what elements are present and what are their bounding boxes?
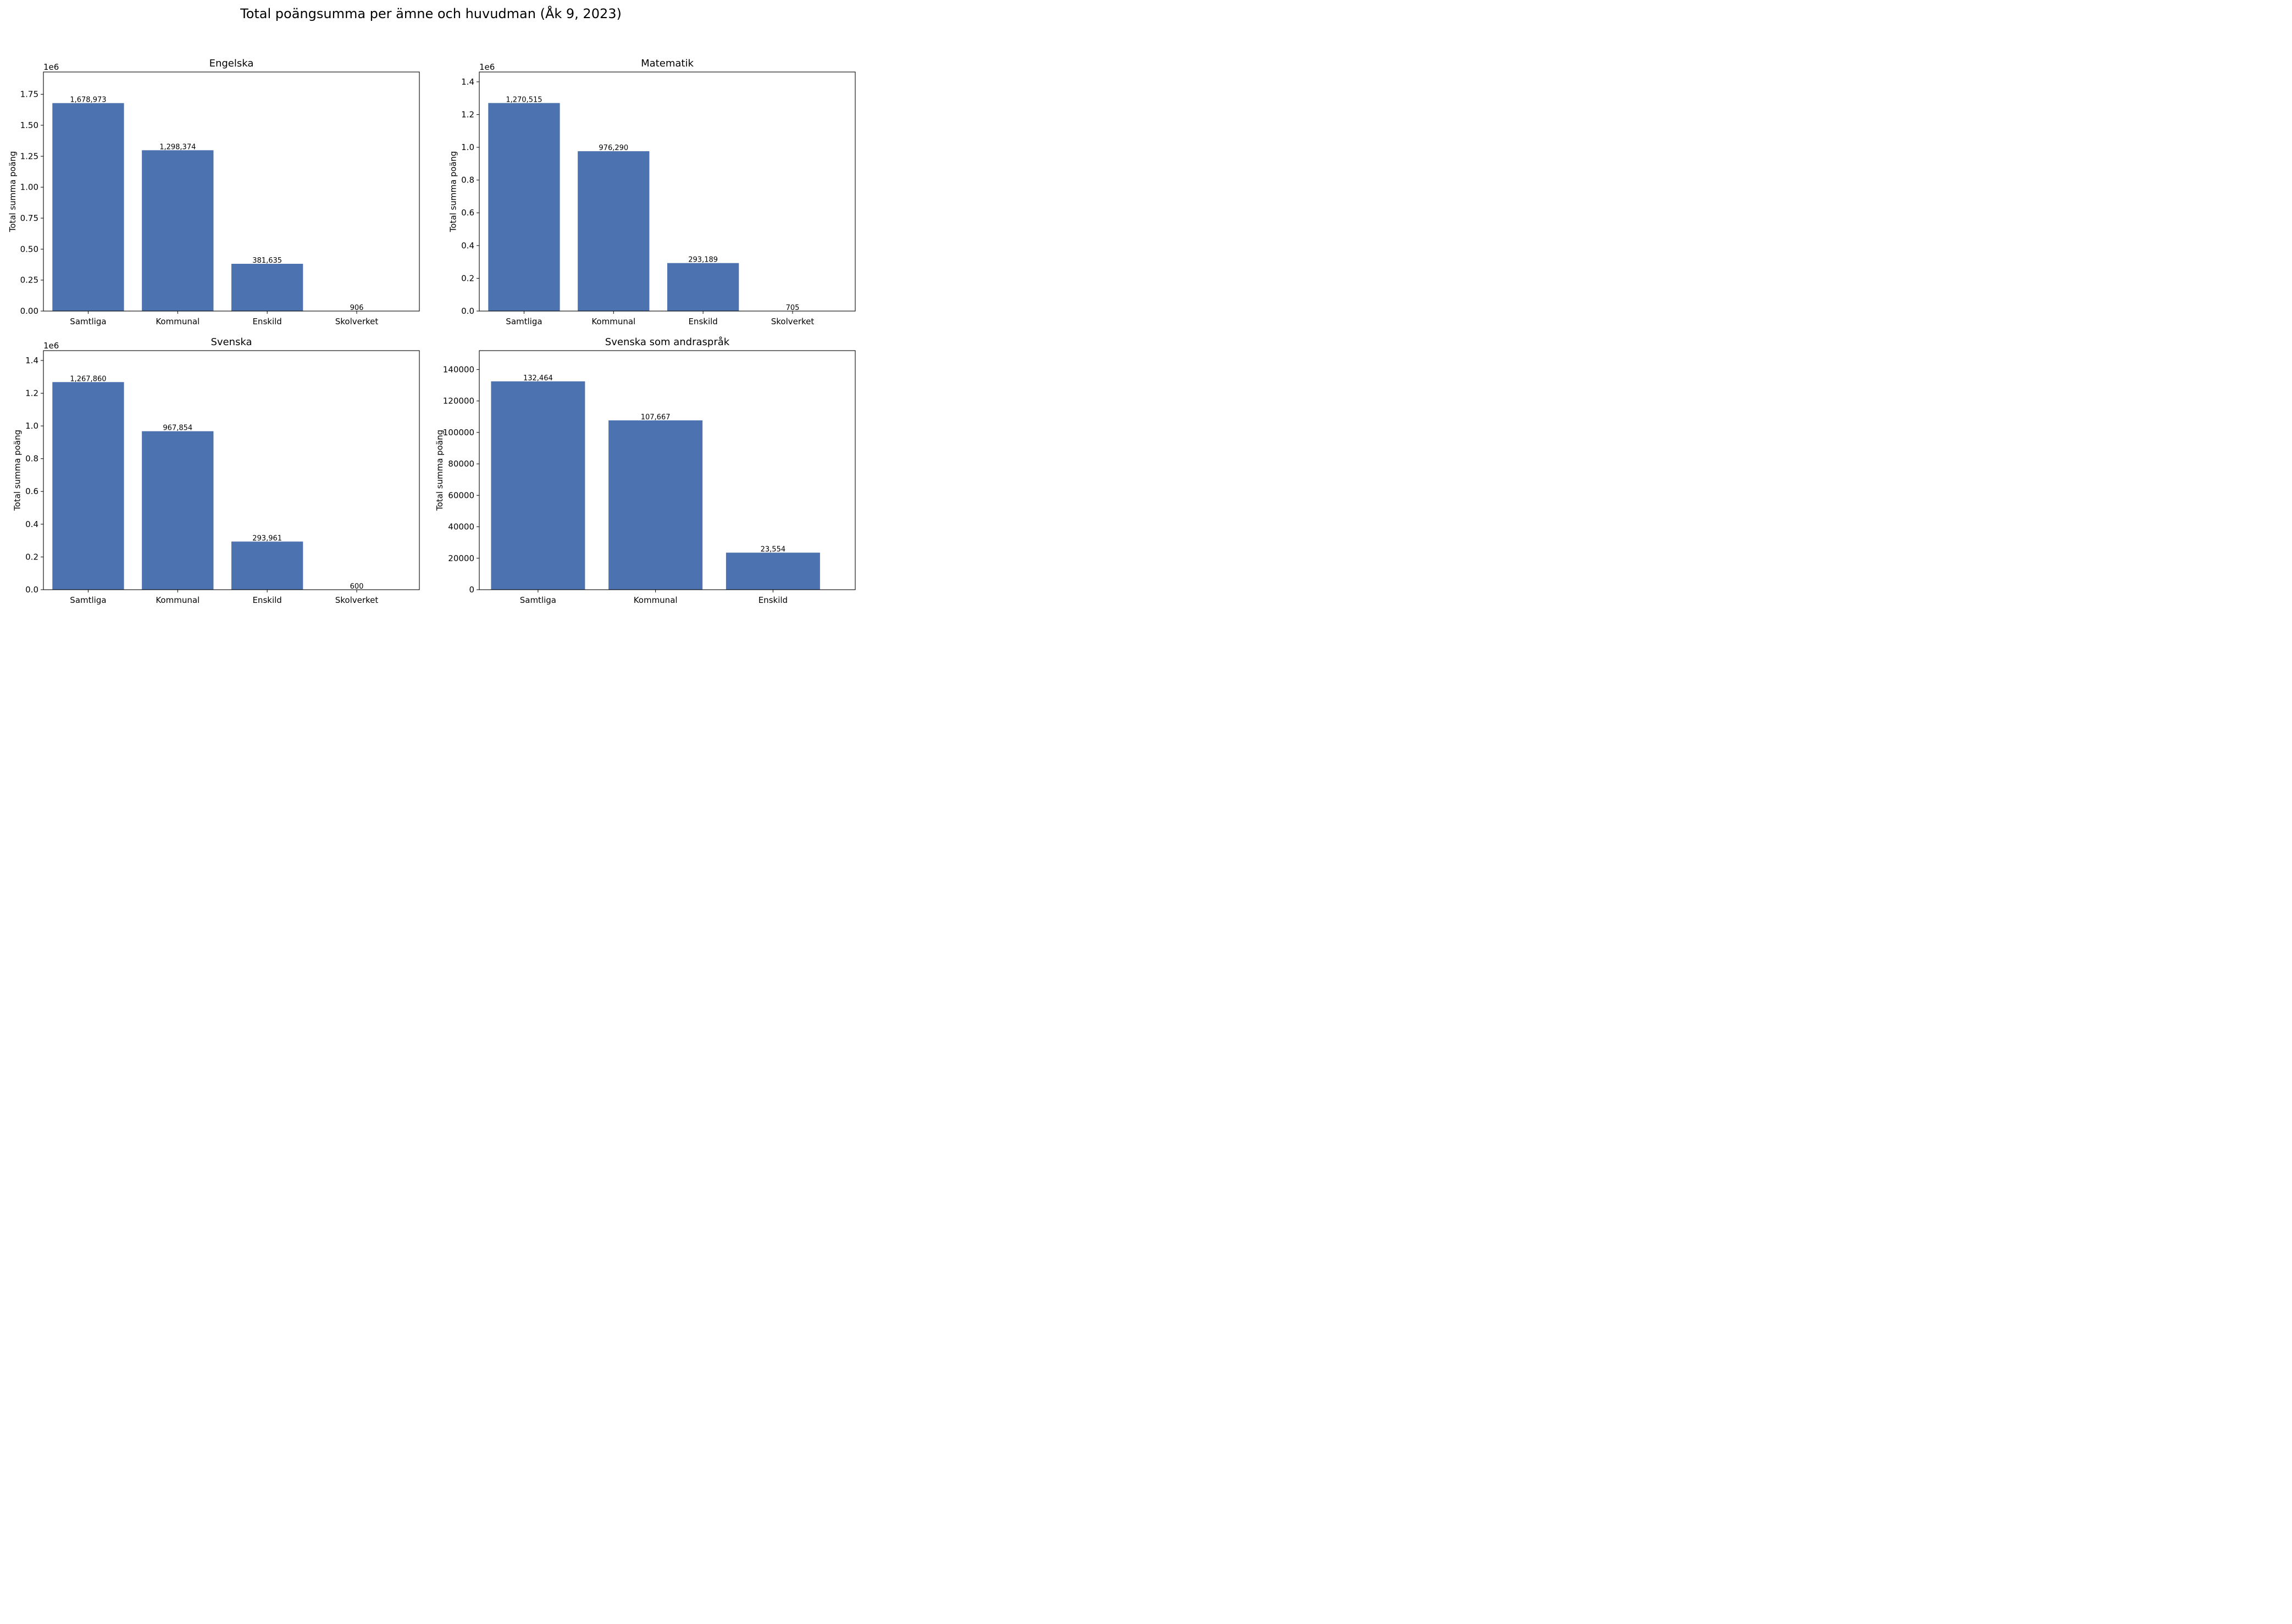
bar-value-label: 967,854	[163, 424, 192, 433]
axes-frame	[479, 350, 856, 590]
bar-kommunal	[578, 151, 650, 311]
y-tick-label: 1.4	[461, 77, 474, 87]
bar-samtliga	[491, 381, 585, 590]
x-tick-label: Samtliga	[70, 317, 106, 326]
y-axis-label: Total summa poäng	[12, 430, 22, 511]
bar-value-label: 1,267,860	[70, 375, 106, 383]
y-tick-label: 1.0	[25, 421, 38, 431]
y-tick-label: 40000	[448, 522, 474, 532]
bar-value-label: 906	[350, 304, 364, 312]
x-tick-label: Enskild	[252, 595, 281, 605]
y-tick-label: 0.0	[25, 585, 38, 595]
y-tick-label: 1.25	[20, 151, 38, 161]
y-tick-label: 1.4	[25, 356, 38, 365]
y-tick-label: 0.75	[20, 213, 38, 223]
x-tick-label: Samtliga	[506, 317, 542, 326]
x-tick-label: Skolverket	[335, 317, 379, 326]
x-tick-label: Kommunal	[591, 317, 635, 326]
bar-value-label: 293,189	[688, 256, 718, 264]
bar-samtliga	[52, 382, 124, 590]
y-tick-label: 0.00	[20, 306, 38, 316]
axes-frame	[479, 71, 856, 312]
y-tick-label: 120000	[443, 396, 474, 406]
bar-kommunal	[142, 431, 214, 590]
figure-title: Total poängsumma per ämne och huvudman (…	[240, 6, 622, 21]
y-tick-label: 1.75	[20, 90, 38, 99]
axis-offset-label: 1e6	[43, 341, 59, 351]
x-tick-label: Samtliga	[520, 595, 556, 605]
y-tick-label: 140000	[443, 364, 474, 374]
bar-enskild	[667, 263, 739, 311]
axis-offset-label: 1e6	[479, 62, 495, 72]
x-tick-label: Kommunal	[634, 595, 678, 605]
y-tick-label: 0.25	[20, 275, 38, 285]
bar-enskild	[231, 263, 303, 311]
x-tick-label: Kommunal	[156, 317, 200, 326]
bar-value-label: 132,464	[523, 374, 553, 383]
bar-kommunal	[608, 420, 703, 590]
bar-value-label: 976,290	[599, 144, 628, 152]
chart-canvas: 1,678,973 Samtliga 1,298,374 Kommunal 381,63…	[8, 58, 856, 605]
y-tick-label: 100000	[443, 428, 474, 437]
axis-offset-label: 1e6	[43, 62, 59, 72]
bar-value-label: 705	[786, 304, 800, 312]
x-tick-label: Enskild	[759, 595, 788, 605]
bar-value-label: 293,961	[252, 534, 282, 542]
y-tick-label: 0.6	[25, 486, 38, 496]
x-tick-label: Skolverket	[771, 317, 815, 326]
bar-kommunal	[142, 150, 214, 311]
bar-value-label: 600	[350, 583, 364, 591]
y-tick-label: 0.8	[461, 175, 474, 185]
y-tick-label: 1.50	[20, 120, 38, 130]
bar-samtliga	[52, 103, 124, 311]
x-tick-label: Enskild	[688, 317, 717, 326]
x-tick-label: Skolverket	[335, 595, 379, 605]
y-tick-label: 0.2	[461, 273, 474, 283]
y-tick-label: 1.2	[25, 388, 38, 398]
y-tick-label: 0.6	[461, 208, 474, 218]
y-axis-label: Total summa poäng	[435, 430, 445, 511]
subplot-title: Svenska som andraspråk	[605, 336, 730, 348]
y-tick-label: 0.50	[20, 244, 38, 254]
bar-value-label: 1,678,973	[70, 96, 106, 104]
subplot-title: Engelska	[209, 58, 254, 69]
x-tick-label: Enskild	[252, 317, 281, 326]
bar-value-label: 107,667	[641, 413, 671, 422]
y-axis-label: Total summa poäng	[8, 151, 18, 232]
y-tick-label: 80000	[448, 459, 474, 469]
axes-frame	[43, 350, 420, 590]
x-tick-label: Samtliga	[70, 595, 106, 605]
y-tick-label: 20000	[448, 553, 474, 563]
bar-value-label: 1,270,515	[506, 96, 542, 104]
y-tick-label: 0.0	[461, 306, 474, 316]
bar-enskild	[231, 541, 303, 590]
bar-samtliga	[488, 103, 560, 311]
y-tick-label: 0.2	[25, 552, 38, 562]
y-tick-label: 1.00	[20, 182, 38, 192]
y-tick-label: 0.4	[25, 519, 38, 529]
bar-value-label: 381,635	[252, 257, 282, 265]
subplot-title: Svenska	[211, 336, 252, 348]
axes-frame	[43, 71, 420, 312]
subplot-title: Matematik	[641, 58, 694, 69]
y-tick-label: 1.2	[461, 109, 474, 119]
bar-value-label: 1,298,374	[159, 143, 196, 151]
bar-value-label: 23,554	[761, 546, 786, 554]
y-tick-label: 60000	[448, 490, 474, 500]
y-axis-label: Total summa poäng	[448, 151, 458, 232]
y-tick-label: 1.0	[461, 142, 474, 152]
x-tick-label: Kommunal	[156, 595, 200, 605]
y-tick-label: 0.8	[25, 454, 38, 464]
y-tick-label: 0	[469, 585, 474, 595]
y-tick-label: 0.4	[461, 241, 474, 251]
bar-enskild	[726, 552, 820, 590]
